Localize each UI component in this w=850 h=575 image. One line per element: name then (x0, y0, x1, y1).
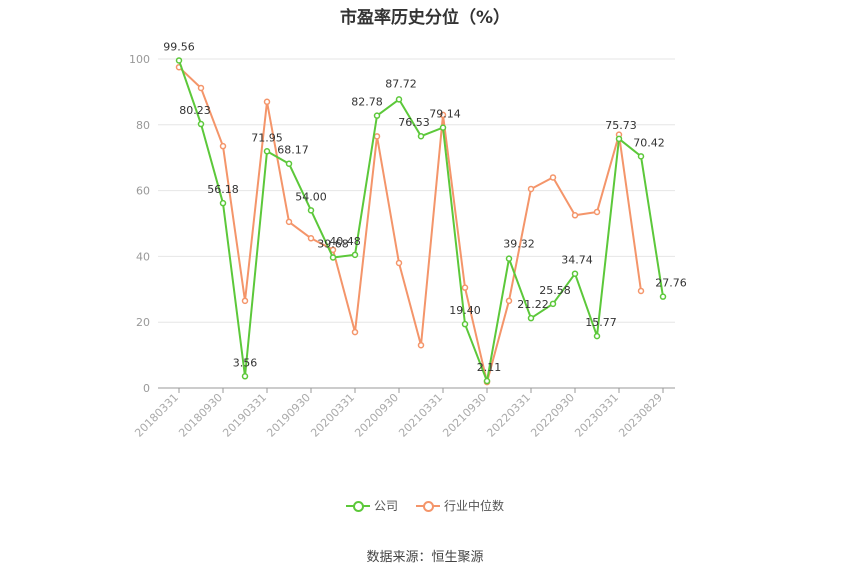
company-point (285, 160, 293, 167)
company-data-label: 99.56 (163, 40, 195, 53)
company-point (329, 254, 337, 261)
legend-label: 公司 (373, 499, 398, 513)
industry-median-point (439, 111, 447, 119)
company-data-label: 39.68 (317, 237, 349, 250)
x-tick-label: 20180930 (176, 391, 225, 440)
company-data-label: 87.72 (385, 77, 417, 90)
company-point (417, 132, 425, 140)
y-tick-label: 40 (136, 250, 150, 263)
company-point (263, 148, 271, 155)
company-point (307, 207, 315, 214)
company-point (373, 112, 381, 119)
x-tick-label: 20210331 (396, 391, 445, 440)
x-tick-label: 20190930 (264, 391, 313, 440)
company-point (175, 57, 183, 64)
company-data-label: 70.42 (633, 136, 665, 149)
company-data-label: 15.77 (585, 316, 617, 329)
company-data-label: 34.74 (561, 254, 593, 267)
x-tick-label: 20210930 (440, 391, 489, 440)
x-tick-label: 20220930 (528, 391, 577, 440)
company-point (571, 270, 579, 277)
y-tick-label: 20 (136, 316, 150, 329)
company-point (659, 293, 667, 300)
company-data-label: 68.17 (277, 144, 309, 157)
legend: 公司 行业中位数 (0, 497, 850, 515)
company-data-label: 3.56 (233, 356, 258, 369)
legend-swatch (345, 500, 370, 512)
company-point (197, 120, 205, 128)
industry-median-point (263, 98, 271, 106)
series-line-industry-median (178, 66, 642, 384)
x-tick-label: 20180331 (132, 391, 181, 440)
industry-median-point (637, 287, 645, 295)
legend-label: 行业中位数 (444, 499, 505, 513)
series-line-company (178, 60, 664, 383)
x-tick-label: 20190331 (220, 391, 269, 440)
x-tick-label: 20200930 (352, 391, 401, 440)
industry-median-point (219, 142, 227, 150)
company-point (395, 96, 403, 103)
company-point (461, 320, 469, 328)
company-point (637, 153, 645, 160)
company-data-label: 79.14 (429, 108, 461, 121)
industry-median-point (505, 297, 513, 305)
y-tick-label: 0 (143, 382, 150, 395)
company-data-label: 54.00 (295, 190, 327, 203)
y-tick-label: 60 (136, 185, 150, 198)
company-point (351, 251, 359, 259)
industry-median-point (527, 185, 535, 193)
industry-median-point (461, 284, 469, 291)
industry-median-point (241, 297, 249, 305)
company-point (505, 255, 513, 262)
industry-median-point (307, 235, 315, 242)
company-data-label: 2.11 (477, 361, 502, 374)
chart-title: 市盈率历史分位（%） (339, 8, 511, 28)
company-point (527, 314, 535, 322)
x-tick-label: 20200331 (308, 391, 357, 440)
x-tick-label: 20230331 (572, 391, 621, 440)
source-note: 数据来源：恒生聚源 (366, 550, 484, 565)
company-data-label: 75.73 (605, 119, 637, 132)
industry-median-point (285, 218, 293, 226)
company-data-label: 21.22 (517, 298, 549, 311)
company-point (439, 124, 447, 131)
company-data-label: 25.58 (539, 284, 571, 297)
industry-median-point (417, 341, 425, 349)
company-data-label: 56.18 (207, 183, 239, 196)
industry-median-point (351, 328, 359, 336)
company-data-label: 71.95 (251, 131, 283, 144)
industry-median-point (395, 259, 403, 267)
x-tick-label: 20220331 (484, 391, 533, 440)
company-point (593, 332, 601, 340)
company-data-label: 40.48 (329, 235, 361, 248)
y-tick-label: 80 (136, 119, 150, 132)
industry-median-point (571, 212, 579, 219)
company-point (549, 300, 557, 308)
company-data-label: 80.23 (179, 104, 211, 117)
company-point (483, 377, 491, 385)
company-data-label: 39.32 (503, 238, 535, 251)
company-point (219, 199, 227, 207)
company-data-label: 76.53 (398, 116, 430, 129)
legend-swatch (416, 500, 440, 512)
industry-median-point (373, 133, 381, 140)
x-tick-label: 20230829 (616, 391, 665, 440)
company-data-label: 82.78 (351, 96, 383, 109)
company-data-label: 19.40 (449, 304, 481, 317)
legend-item-industry-median[interactable]: 行业中位数 (416, 497, 504, 514)
industry-median-point (197, 84, 205, 92)
company-point (241, 373, 249, 380)
legend-item-company[interactable]: 公司 (345, 497, 398, 514)
company-data-label: 27.76 (655, 277, 687, 290)
y-tick-label: 100 (129, 53, 150, 66)
industry-median-point (549, 174, 557, 181)
industry-median-point (593, 208, 601, 216)
company-point (615, 135, 623, 143)
